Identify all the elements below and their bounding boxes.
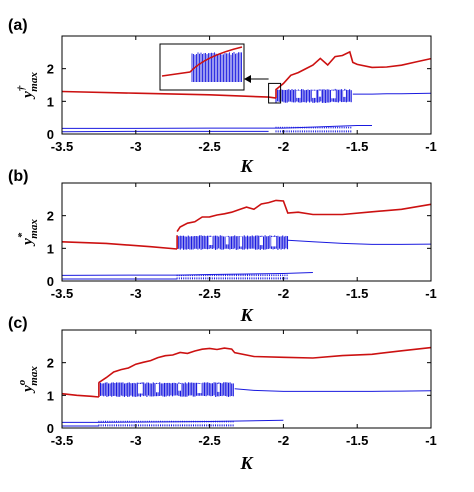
- series-line-3: [234, 388, 432, 392]
- panel-label: (b): [8, 168, 28, 185]
- x-tick-label: -1.5: [346, 139, 368, 154]
- y-axis-label-base: y: [20, 385, 36, 394]
- y-axis-label-sup: o: [16, 379, 28, 385]
- x-axis-label: K: [239, 305, 254, 325]
- periodic-window: [197, 383, 202, 394]
- periodic-window: [239, 236, 243, 247]
- x-tick-label: -3.5: [51, 139, 73, 154]
- x-tick-label: -2.5: [198, 139, 220, 154]
- chaotic-band: [275, 88, 352, 103]
- series-line-1: [61, 241, 178, 250]
- chart-panel-1: (a) -3.5 -3 -2.5 -2 -1.5 -1 0 1 2 Ky†max: [8, 17, 437, 176]
- y-tick-label: 1: [47, 241, 54, 256]
- y-tick-label: 2: [47, 356, 54, 371]
- x-tick-label: -2: [278, 286, 290, 301]
- periodic-window: [225, 236, 229, 245]
- y-axis-label-base: y: [20, 238, 36, 247]
- y-axis-label-sup: *: [16, 232, 28, 238]
- y-axis-label: y†max: [16, 72, 40, 100]
- y-tick-label: 2: [47, 62, 54, 77]
- periodic-window: [208, 236, 213, 245]
- periodic-window: [318, 90, 322, 97]
- x-tick-label: -2: [278, 433, 290, 448]
- x-tick-label: -3: [130, 139, 142, 154]
- y-axis-label-sub: max: [28, 366, 40, 386]
- x-tick-label: -1: [425, 286, 437, 301]
- zoom-arrow-head: [244, 75, 251, 83]
- periodic-window: [259, 236, 263, 246]
- y-axis-label: yomax: [16, 366, 40, 394]
- periodic-window: [311, 90, 316, 98]
- y-tick-label: 2: [47, 209, 54, 224]
- x-tick-label: -3.5: [51, 286, 73, 301]
- periodic-window: [155, 383, 159, 393]
- series-line-3: [287, 239, 432, 245]
- x-tick-label: -3: [130, 286, 142, 301]
- axes-frame: [61, 329, 432, 429]
- lower-band: [176, 274, 288, 280]
- series-line-3: [352, 92, 432, 95]
- y-axis-label-sup: †: [16, 85, 28, 91]
- series-line-2: [275, 50, 432, 91]
- series-line-2: [98, 346, 432, 384]
- x-axis-label: K: [239, 453, 254, 473]
- x-tick-label: -2.5: [198, 433, 220, 448]
- periodic-window: [271, 236, 277, 247]
- x-tick-label: -1: [425, 433, 437, 448]
- x-tick-label: -1: [425, 139, 437, 154]
- inset-frame: [159, 43, 245, 91]
- periodic-window: [138, 383, 143, 394]
- x-tick-label: -1.5: [346, 286, 368, 301]
- axes-frame: [61, 182, 432, 282]
- periodic-window: [178, 383, 182, 391]
- series-line-2: [176, 199, 432, 233]
- y-axis-label: y*max: [16, 219, 40, 247]
- y-tick-label: 0: [47, 274, 54, 289]
- y-axis-label-sub: max: [28, 219, 40, 239]
- periodic-window: [331, 90, 336, 99]
- panel-label: (a): [8, 17, 28, 34]
- periodic-window: [343, 90, 346, 97]
- y-axis-label-sub: max: [28, 72, 40, 92]
- y-axis-label-base: y: [20, 91, 36, 100]
- y-tick-label: 0: [47, 421, 54, 436]
- series-line-1: [61, 392, 99, 398]
- inset-upper-curve: [161, 46, 243, 77]
- y-tick-label: 1: [47, 94, 54, 109]
- x-tick-label: -3: [130, 433, 142, 448]
- series-line-4: [62, 125, 372, 129]
- series-line-4: [62, 419, 284, 423]
- series-line-1: [61, 90, 277, 99]
- zoom-region-box: [268, 82, 282, 104]
- chaotic-band: [176, 235, 289, 250]
- zoom-inset: [159, 43, 282, 104]
- x-tick-label: -1.5: [346, 433, 368, 448]
- periodic-window: [296, 90, 301, 98]
- x-axis-label: K: [239, 156, 254, 176]
- y-tick-label: 1: [47, 388, 54, 403]
- chaotic-band: [98, 382, 234, 397]
- x-tick-label: -3.5: [51, 433, 73, 448]
- x-tick-label: -2: [278, 139, 290, 154]
- chart-panel-2: (b) -3.5 -3 -2.5 -2 -1.5 -1 0 1 2 Ky*max: [8, 168, 437, 325]
- periodic-window: [217, 383, 220, 392]
- series-line-4: [61, 272, 313, 276]
- panel-label: (c): [8, 315, 28, 332]
- x-tick-label: -2.5: [198, 286, 220, 301]
- axes-frame: [61, 35, 432, 135]
- y-tick-label: 0: [47, 127, 54, 142]
